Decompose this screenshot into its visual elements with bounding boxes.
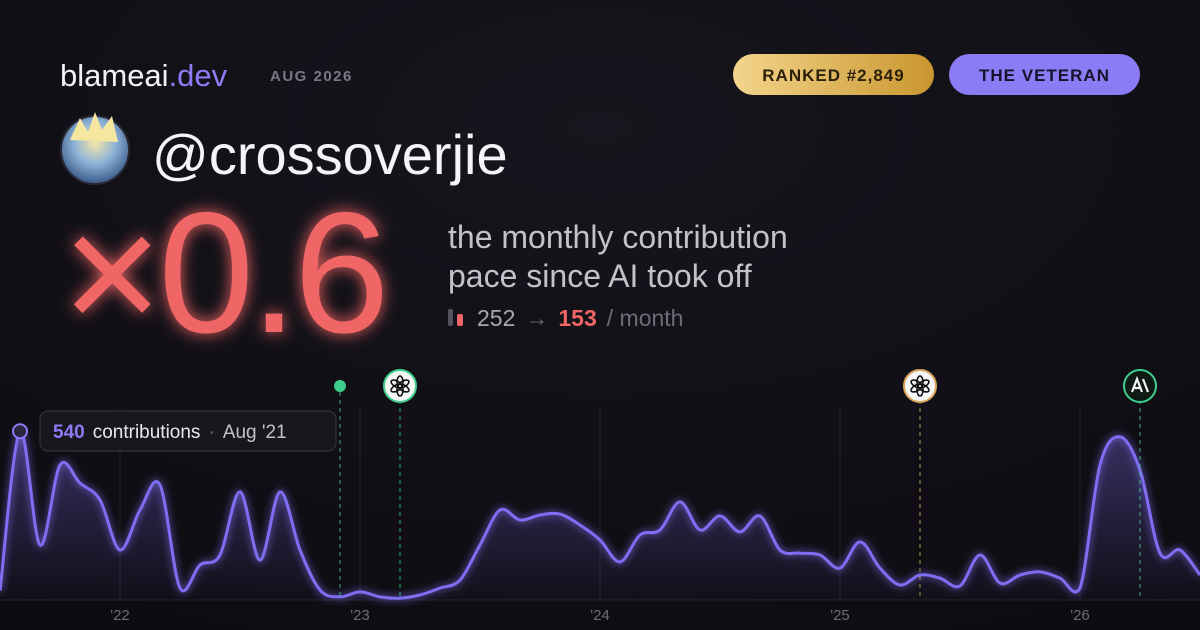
arrow: → bbox=[525, 305, 548, 331]
brand-name: blameai bbox=[60, 58, 169, 93]
after-value: 153 bbox=[558, 305, 596, 331]
description-line: pace since AI took off bbox=[448, 258, 752, 294]
event-glyph bbox=[1130, 375, 1150, 393]
rank-badge-text: RANKED #2,849 bbox=[762, 66, 904, 85]
area bbox=[0, 430, 1200, 600]
before-value: 252 bbox=[477, 305, 515, 331]
x-tick-label: '26 bbox=[1070, 607, 1090, 624]
rank-badge bbox=[733, 54, 934, 95]
avatar-hair bbox=[70, 112, 118, 142]
event-glyph bbox=[910, 379, 923, 389]
line bbox=[0, 429, 1200, 600]
event-icon bbox=[383, 369, 417, 403]
x-tick-label: '24 bbox=[590, 607, 610, 624]
event-glyph bbox=[390, 379, 403, 389]
tooltip-value: 540 bbox=[53, 422, 85, 443]
unit: / month bbox=[607, 305, 684, 331]
tooltip: 540 contributions · Aug '21 bbox=[39, 410, 337, 452]
event-icon bbox=[903, 369, 937, 403]
event-dot bbox=[334, 380, 346, 392]
tooltip-separator: · bbox=[208, 422, 214, 443]
multiplier: ×0.6 bbox=[62, 177, 386, 369]
brand: blameai.dev bbox=[60, 58, 228, 93]
tooltip-box bbox=[39, 410, 337, 452]
hover-point bbox=[12, 423, 28, 440]
before-icon bbox=[448, 309, 453, 326]
x-tick-label: '23 bbox=[350, 607, 370, 624]
title-badge-text: THE VETERAN bbox=[979, 66, 1110, 85]
x-tick-label: '22 bbox=[110, 607, 130, 624]
description-line: the monthly contribution bbox=[448, 219, 788, 255]
brand-tld: .dev bbox=[169, 58, 228, 93]
tooltip-date: Aug '21 bbox=[223, 422, 287, 443]
x-tick-label: '25 bbox=[830, 607, 850, 624]
title-badge bbox=[949, 54, 1140, 95]
handle: @crossoverjie bbox=[152, 123, 508, 186]
date: AUG 2026 bbox=[270, 68, 353, 85]
stat-line: 252 → 153 / month bbox=[477, 305, 683, 331]
tooltip-text: 540 contributions · Aug '21 bbox=[53, 422, 287, 443]
tooltip-label: contributions bbox=[93, 422, 201, 443]
after-icon bbox=[457, 314, 463, 326]
